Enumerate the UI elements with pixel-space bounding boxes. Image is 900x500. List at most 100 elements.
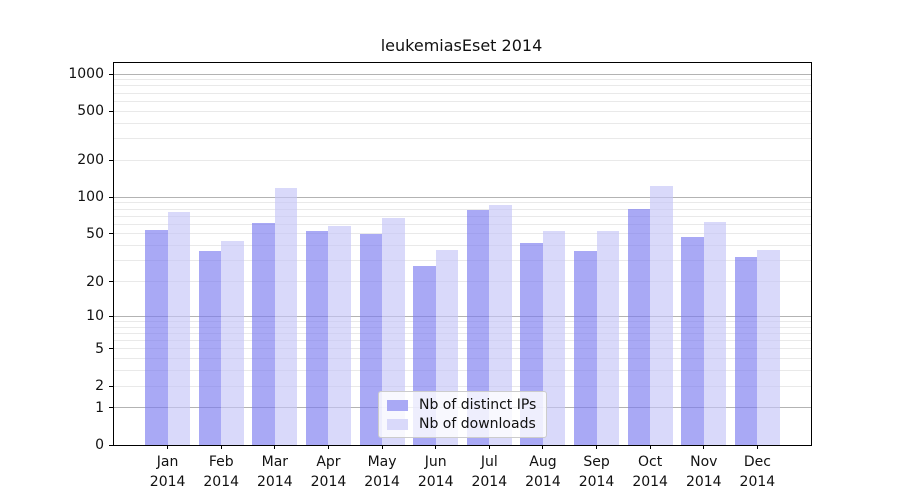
gridline-minor [114,358,811,360]
y-tick-mark [109,407,113,409]
x-tick-month: Feb [208,454,234,470]
y-tick-label: 1000 [68,66,104,82]
x-tick-month: Mar [261,454,289,470]
gridline-minor [114,326,811,328]
bar-distinct-ips-oct [627,209,651,445]
gridline-minor [114,260,811,262]
x-tick-month: May [367,454,397,470]
x-tick-month: Oct [638,454,663,470]
y-tick-mark [109,315,113,317]
gridline-minor [114,92,811,94]
gridline-minor [114,245,811,247]
gridline-minor [114,138,811,140]
x-tick-mark [220,445,222,449]
gridline-major [114,73,811,75]
y-tick-mark [109,110,113,112]
x-tick-label: Feb 2014 [203,453,239,492]
x-tick-mark [435,445,437,449]
y-tick-label: 200 [77,152,104,169]
x-tick-label: May 2014 [364,453,400,492]
x-tick-year: 2014 [257,473,293,490]
y-tick-mark [109,385,113,387]
gridline-minor [114,320,811,322]
gridline-minor [114,202,811,204]
gridline-minor [114,233,811,235]
bar-distinct-ips-jan [145,229,168,445]
x-tick-mark [596,445,598,449]
x-tick-year: 2014 [685,473,722,490]
x-tick-year: 2014 [632,473,668,490]
x-tick-year: 2014 [417,473,454,490]
x-tick-label: Apr 2014 [311,453,347,492]
bar-downloads-jan [167,211,191,445]
legend-row: Nb of downloads [387,416,536,432]
gridline-minor [114,122,811,124]
x-tick-mark [167,445,169,449]
gridline-minor [114,223,811,225]
x-tick-month: Jul [480,454,498,470]
gridline-major [114,196,811,198]
x-tick-mark [542,445,544,449]
gridline-minor [114,348,811,350]
x-tick-mark [703,445,705,449]
x-tick-mark [274,445,276,449]
y-tick-mark [109,159,113,161]
x-tick-mark [756,445,758,449]
x-tick-year: 2014 [203,473,240,490]
gridline-minor [114,85,811,87]
bar-distinct-ips-may [359,233,383,445]
bar-downloads-nov [703,221,727,445]
bar-distinct-ips-jul [466,210,490,445]
x-tick-year: 2014 [578,473,615,490]
gridline-minor [114,159,811,161]
bar-downloads-may [382,218,405,445]
y-tick-label: 50 [86,225,104,242]
x-tick-label: Oct 2014 [632,453,668,492]
y-tick-label: 100 [77,189,104,206]
bar-downloads-sep [596,230,620,445]
gridline-minor [114,110,811,112]
x-tick-label: Mar 2014 [257,453,293,492]
chart-legend: Nb of distinct IPs Nb of downloads [378,391,548,438]
y-tick-mark [109,233,113,235]
x-tick-month: Dec [743,454,771,470]
gridline-minor [114,281,811,282]
x-tick-year: 2014 [739,473,776,490]
x-tick-label: Sep 2014 [579,453,615,492]
y-tick-label: 5 [95,340,104,357]
bar-downloads-aug [542,230,566,445]
bar-distinct-ips-apr [305,230,329,445]
y-tick-label: 0 [95,437,104,453]
x-tick-label: Jan 2014 [150,453,186,492]
x-tick-label: Nov 2014 [686,453,722,492]
gridline-minor [114,208,811,210]
bar-downloads-oct [650,186,673,445]
bar-downloads-mar [274,188,298,445]
y-tick-label: 1 [95,399,104,416]
chart-title: leukemiasEset 2014 [380,36,543,55]
x-tick-mark [649,445,651,449]
x-tick-month: Jun [424,454,447,470]
y-tick-mark [109,348,113,350]
bar-downloads-feb [221,240,244,445]
bar-distinct-ips-sep [574,251,597,445]
y-tick-label: 20 [86,273,104,290]
x-tick-label: Dec 2014 [740,453,776,492]
x-tick-label: Jul 2014 [471,453,507,492]
bar-distinct-ips-feb [198,251,222,445]
y-tick-label: 2 [95,378,104,394]
bar-downloads-apr [328,226,351,445]
gridline-minor [114,385,811,387]
x-tick-mark [488,445,490,449]
plot-area: Jan 2014 Feb 2014 Mar 2014 Apr 2014 May 2014 Jun 20… [68,62,812,490]
legend-label: Nb of distinct IPs [419,397,537,413]
x-tick-year: 2014 [149,473,186,490]
x-tick-mark [381,445,383,449]
legend-row: Nb of distinct IPs [387,397,536,413]
x-tick-year: 2014 [525,473,561,490]
x-tick-year: 2014 [310,473,347,490]
y-tick-mark [109,444,113,446]
bar-downloads-jul [489,204,512,445]
bar-distinct-ips-mar [252,222,275,445]
